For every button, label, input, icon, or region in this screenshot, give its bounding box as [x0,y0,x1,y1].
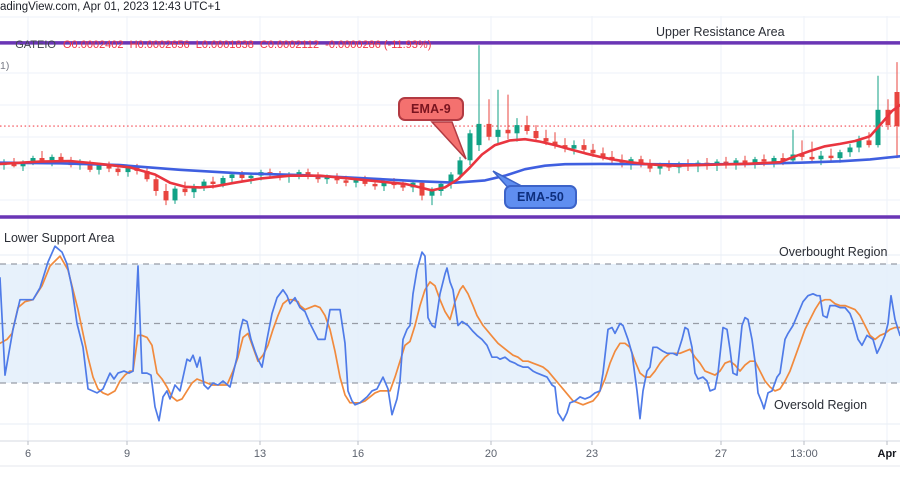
candle-body [448,174,454,184]
x-axis-label: 27 [715,448,727,460]
ohlc-readout: O0.0002402 H0.0002656 L0.0001838 C0.0002… [62,39,432,51]
x-axis-label: 13 [254,448,266,460]
candle-body [647,163,653,169]
candle-body [809,156,815,160]
candle-body [733,160,739,164]
candle-body [315,175,321,180]
time-axis[interactable]: 6 9 13 16 20 23 27 13:00 Apr [25,441,897,460]
candle-body [182,188,188,193]
candle-body [847,147,853,153]
candle-body [163,191,169,201]
candle-body [429,191,435,196]
candle-body [58,156,64,162]
candle-body [543,138,549,142]
candle-body [39,158,45,161]
x-axis-label: Apr [878,448,898,460]
candle-body [372,183,378,187]
candle-body [571,145,577,149]
candle-body [96,165,102,170]
ema9-callout[interactable]: EMA-9 [398,97,464,121]
tradingview-watermark[interactable]: adingView.com, Apr 01, 2023 12:43 UTC+1 [0,1,221,13]
x-axis-label: 9 [124,448,130,460]
candle-body [381,182,387,187]
indicator-label-partial: 1) [0,60,10,72]
candle-body [220,178,226,184]
candle-body [49,156,55,161]
candle-body [742,160,748,163]
candle-body [172,188,178,201]
candle-body [400,185,406,188]
x-axis-label: 23 [586,448,598,460]
oversold-region-label: Oversold Region [774,398,868,412]
candle-body [866,140,872,146]
candle-body [505,129,511,134]
candle-body [210,181,216,184]
candle-body [106,165,112,169]
candle-body [144,171,150,180]
candle-body [153,179,159,191]
lower-support-label: Lower Support Area [4,231,115,245]
candle-body [229,174,235,178]
candle-body [248,175,254,179]
candle-body [780,158,786,161]
stochastic-slow-line[interactable] [0,255,900,406]
candle-body [752,159,758,163]
candle-body [457,160,463,175]
candle-body [125,167,131,173]
candle-body [552,141,558,146]
candle-body [362,179,368,184]
candle-body [296,172,302,175]
candle-body [343,180,349,183]
candle-body [723,161,729,164]
candle-body [799,154,805,157]
x-axis-label: 20 [485,448,497,460]
candle-body [761,159,767,162]
candle-body [486,123,492,137]
x-axis-label: 6 [25,448,31,460]
candle-body [581,145,587,150]
upper-resistance-label: Upper Resistance Area [656,25,785,39]
ema50-callout[interactable]: EMA-50 [504,185,578,209]
candle-body [191,186,197,193]
candle-body [533,131,539,139]
candle-body [305,172,311,176]
candle-body [600,153,606,157]
candle-body [524,125,530,131]
candle-body [894,92,900,127]
candle-body [495,129,501,137]
x-axis-label: 13:00 [790,448,818,460]
ema9-line[interactable] [0,103,900,192]
candle-body [201,181,207,187]
candle-body [239,174,245,178]
candle-body [115,168,121,173]
symbol-name: GATEIO [15,39,56,51]
candle-body [856,140,862,148]
candle-body [657,165,663,169]
candle-body [476,123,482,146]
stochastic-fast-line[interactable] [0,245,900,422]
overbought-region-label: Overbought Region [779,245,888,259]
candle-body [30,158,36,162]
candle-body [467,133,473,161]
candle-body [818,155,824,160]
ema9-callout-tail [430,121,467,160]
candle-body [590,149,596,154]
candle-body [324,176,330,180]
candle-body [837,152,843,159]
candle-body [87,162,93,170]
candle-body [638,159,644,164]
candle-body [353,179,359,183]
candle-body [771,158,777,162]
candle-body [828,155,834,159]
candle-body [514,125,520,134]
candle-body [11,162,17,167]
candle-body [628,159,634,163]
symbol-legend: GATEIO O0.0002402 H0.0002656 L0.0001838 C… [3,27,431,63]
x-axis-label: 16 [352,448,364,460]
